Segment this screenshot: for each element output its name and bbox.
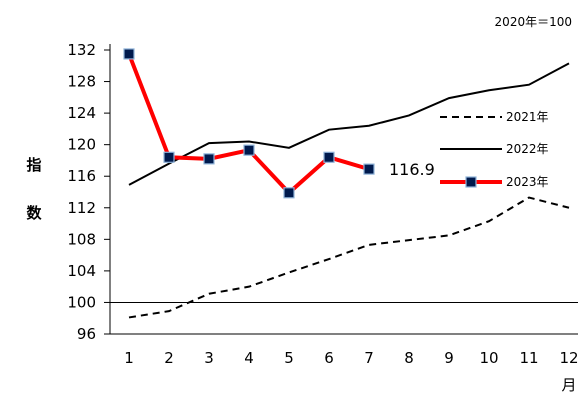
x-tick-label: 1: [124, 349, 134, 367]
legend-marker-2023年: [465, 176, 477, 188]
y-tick-label: 108: [67, 230, 96, 248]
y-tick-label: 96: [77, 325, 96, 343]
series-line-2023年: [127, 53, 370, 196]
x-axis-unit: 月: [561, 376, 576, 394]
y-tick-label: 104: [67, 262, 96, 280]
x-tick-label: 9: [444, 349, 454, 367]
x-tick-label: 3: [204, 349, 214, 367]
series-marker-2023年: [203, 153, 215, 165]
x-tick-label: 4: [244, 349, 254, 367]
y-tick-label: 128: [67, 73, 96, 91]
legend-label: 2022年: [506, 142, 549, 156]
x-tick-label: 7: [364, 349, 374, 367]
series-marker-2023年: [283, 187, 295, 199]
y-tick-label: 124: [67, 104, 96, 122]
legend: 2021年 2022年 2023年: [440, 110, 549, 189]
data-labels: 116.9: [389, 160, 435, 179]
data-label: 116.9: [389, 160, 435, 179]
y-tick-label: 132: [67, 41, 96, 59]
x-tick-label: 12: [559, 349, 578, 367]
y-axis-label-char: 指: [26, 156, 41, 174]
x-tick-label: 11: [519, 349, 538, 367]
y-tick-label: 120: [67, 136, 96, 154]
y-axis-label-char: 数: [26, 204, 42, 222]
chart-note: 2020年＝100: [495, 15, 572, 29]
y-tick-label: 112: [67, 199, 96, 217]
x-tick-label: 10: [479, 349, 498, 367]
series-marker-2023年: [163, 151, 175, 163]
series-marker-2023年: [123, 48, 135, 60]
x-axis: 1 2 3 4 5 6 7 8 9 10 11 12月: [110, 301, 579, 394]
plot-area: [123, 48, 570, 319]
series-marker-2023年: [243, 144, 255, 156]
series-marker-2023年: [363, 163, 375, 175]
x-tick-label: 8: [404, 349, 414, 367]
x-tick-label: 2: [164, 349, 174, 367]
series-line-2021年: [128, 196, 570, 319]
y-axis-label: 指数: [26, 156, 42, 222]
legend-label: 2023年: [506, 175, 549, 189]
x-tick-label: 6: [324, 349, 334, 367]
x-tick-label: 5: [284, 349, 294, 367]
series-marker-2023年: [323, 151, 335, 163]
legend-label: 2021年: [506, 110, 549, 124]
y-tick-label: 116: [67, 167, 96, 185]
series-line-2022年: [128, 62, 570, 186]
y-tick-label: 100: [67, 293, 96, 311]
y-axis: 96 100 104 108 112 116 120 124 128 132: [67, 41, 111, 343]
